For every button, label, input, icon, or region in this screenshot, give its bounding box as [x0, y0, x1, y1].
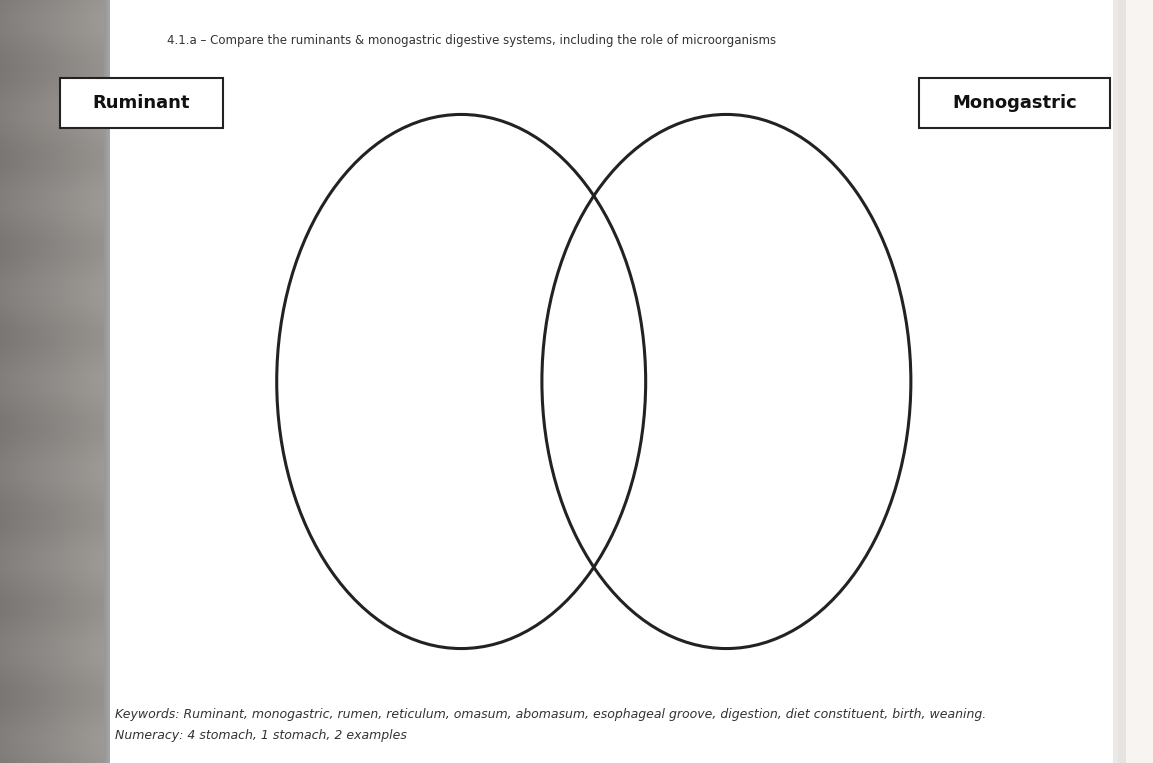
- Text: Monogastric: Monogastric: [952, 94, 1077, 112]
- Text: Keywords: Ruminant, monogastric, rumen, reticulum, omasum, abomasum, esophageal : Keywords: Ruminant, monogastric, rumen, …: [115, 708, 987, 721]
- Bar: [110, 0, 1118, 763]
- Bar: [1113, 0, 1126, 763]
- Text: Ruminant: Ruminant: [92, 94, 190, 112]
- Text: Numeracy: 4 stomach, 1 stomach, 2 examples: Numeracy: 4 stomach, 1 stomach, 2 exampl…: [115, 729, 407, 742]
- FancyBboxPatch shape: [919, 78, 1110, 128]
- FancyBboxPatch shape: [60, 78, 223, 128]
- Text: 4.1.a – Compare the ruminants & monogastric digestive systems, including the rol: 4.1.a – Compare the ruminants & monogast…: [167, 34, 776, 47]
